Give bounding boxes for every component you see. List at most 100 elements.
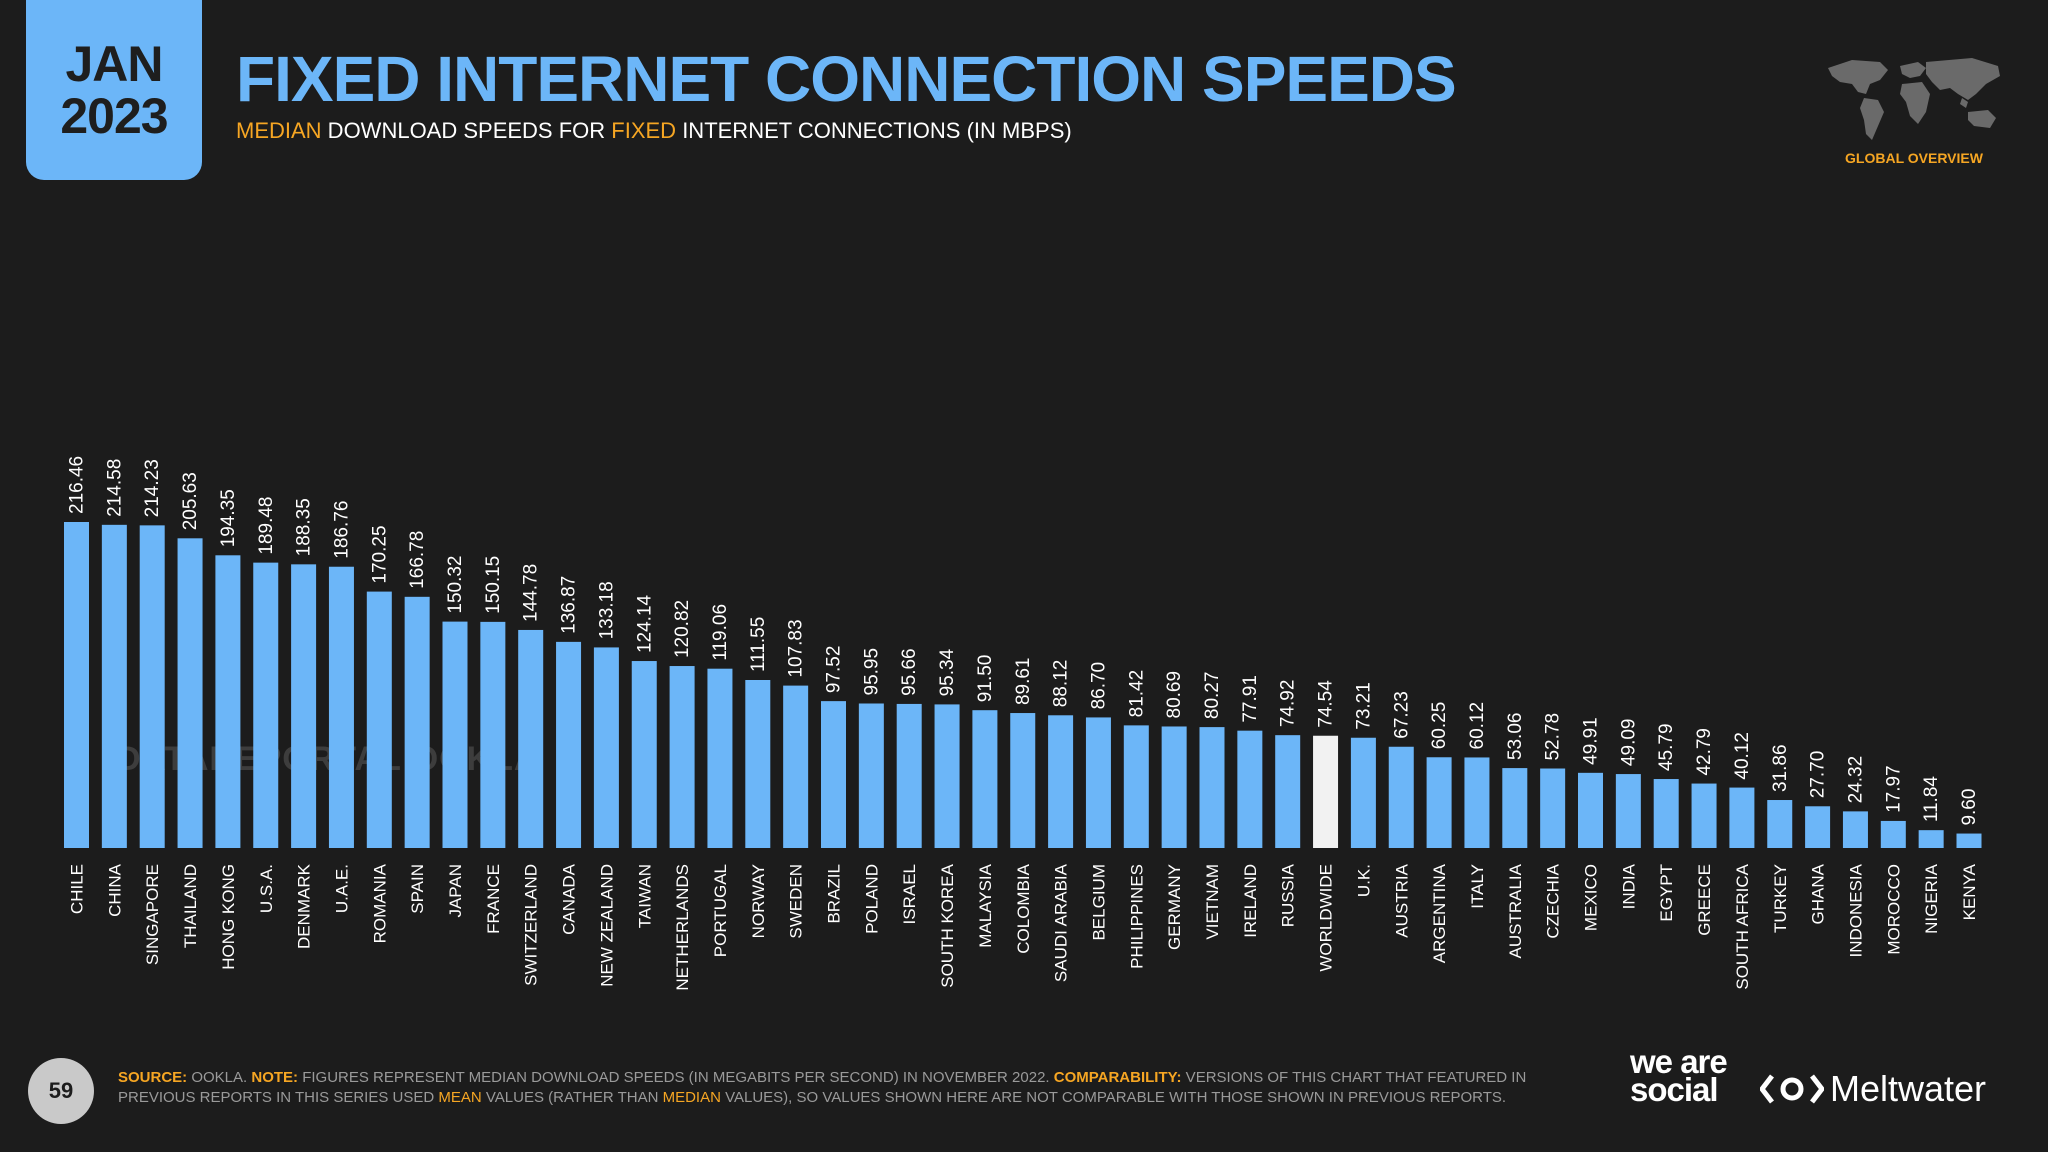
bar-indonesia <box>1842 811 1868 848</box>
bar-switzerland <box>518 629 544 848</box>
bar-chart: 216.46 CHILE 214.58 CHINA 214.23 SINGAPORE 205… <box>64 456 1982 991</box>
bar-u-k <box>1350 737 1376 848</box>
bar-singapore <box>139 525 165 848</box>
bar-czechia <box>1540 768 1566 848</box>
value-label: 95.66 <box>899 648 920 696</box>
category-label: SOUTH KOREA <box>938 863 957 987</box>
bar-netherlands <box>669 666 695 848</box>
value-label: 60.12 <box>1467 702 1488 750</box>
value-label: 214.58 <box>104 459 125 517</box>
source-text: OOKLA. <box>187 1069 252 1086</box>
bar-romania <box>366 591 392 848</box>
category-label: NORWAY <box>749 864 768 938</box>
bar-colombia <box>1010 713 1036 848</box>
category-label: MALAYSIA <box>976 863 995 947</box>
bar-vietnam <box>1199 727 1225 848</box>
category-label: NEW ZEALAND <box>597 864 616 987</box>
category-label: INDONESIA <box>1846 863 1865 957</box>
bar-thailand <box>177 538 203 848</box>
category-label: BRAZIL <box>825 864 844 924</box>
value-label: 24.32 <box>1845 756 1866 804</box>
bar-u-s-a <box>253 562 279 848</box>
category-label: RUSSIA <box>1279 863 1298 927</box>
page-title: FIXED INTERNET CONNECTION SPEEDS <box>236 43 1457 115</box>
bar-india <box>1615 774 1641 848</box>
note-key: NOTE: <box>251 1069 299 1086</box>
category-label: INDIA <box>1619 863 1638 909</box>
comparability-text-3: VALUES), SO VALUES SHOWN HERE ARE NOT CO… <box>720 1089 1507 1106</box>
category-label: BELGIUM <box>1089 864 1108 941</box>
value-label: 133.18 <box>596 581 617 639</box>
bar-saudi-arabia <box>1048 715 1074 848</box>
value-label: 120.82 <box>672 600 693 658</box>
category-label: EGYPT <box>1657 864 1676 922</box>
bar-u-a-e <box>328 566 354 848</box>
value-label: 111.55 <box>748 617 769 672</box>
value-label: 49.09 <box>1618 719 1639 767</box>
page-number: 59 <box>28 1058 94 1124</box>
category-label: GERMANY <box>1165 864 1184 950</box>
bar-greece <box>1691 783 1717 848</box>
comparability-text-1: VERSIONS OF THIS CHART THAT FEATURED IN … <box>118 1069 1527 1106</box>
value-label: 188.35 <box>294 498 315 556</box>
value-label: 136.87 <box>559 576 580 634</box>
value-label: 95.95 <box>861 648 882 696</box>
meltwater-icon <box>1760 1074 1824 1104</box>
subtitle-part-2: DOWNLOAD SPEEDS FOR <box>321 118 612 143</box>
comparability-median: MEDIAN <box>662 1089 721 1106</box>
bar-israel <box>896 703 922 848</box>
value-label: 27.70 <box>1808 751 1829 799</box>
value-label: 17.97 <box>1883 765 1904 813</box>
category-label: PORTUGAL <box>711 864 730 957</box>
value-label: 150.32 <box>445 555 466 613</box>
bar-taiwan <box>631 661 657 848</box>
bar-poland <box>858 703 884 848</box>
bar-austria <box>1388 746 1414 848</box>
bar-italy <box>1464 757 1490 848</box>
bar-belgium <box>1085 717 1111 848</box>
value-label: 9.60 <box>1959 789 1980 826</box>
bar-australia <box>1502 768 1528 848</box>
date-badge: JAN 2023 <box>26 0 202 180</box>
category-label: ARGENTINA <box>1430 863 1449 963</box>
date-year: 2023 <box>60 88 168 144</box>
bar-nigeria <box>1918 830 1944 848</box>
bar-mexico <box>1578 772 1603 848</box>
bar-canada <box>556 641 582 848</box>
category-label: NETHERLANDS <box>673 864 692 991</box>
bar-chile <box>64 522 89 848</box>
category-label: AUSTRIA <box>1392 863 1411 937</box>
value-label: 53.06 <box>1505 713 1526 761</box>
value-label: 86.70 <box>1088 662 1109 710</box>
value-label: 42.79 <box>1694 728 1715 776</box>
category-label: GHANA <box>1809 863 1828 924</box>
bar-denmark <box>291 564 317 848</box>
value-label: 186.76 <box>331 501 352 559</box>
bar-south-africa <box>1729 787 1755 848</box>
we-are-social-text: we are social <box>1630 1043 1728 1108</box>
value-label: 144.78 <box>521 564 542 622</box>
value-label: 80.69 <box>1164 671 1185 719</box>
value-label: 97.52 <box>824 646 845 694</box>
category-label: POLAND <box>862 864 881 934</box>
note-text: FIGURES REPRESENT MEDIAN DOWNLOAD SPEEDS… <box>298 1069 1054 1086</box>
category-label: SAUDI ARABIA <box>1052 863 1071 982</box>
value-label: 189.48 <box>256 497 277 555</box>
value-label: 170.25 <box>369 525 390 583</box>
category-label: CHINA <box>105 863 124 917</box>
category-label: KENYA <box>1960 863 1979 920</box>
bar-norway <box>745 679 771 848</box>
subtitle-part-fixed: FIXED <box>611 118 677 143</box>
bar-kenya <box>1956 833 1982 848</box>
bar-brazil <box>821 701 846 848</box>
bar-new-zealand <box>593 647 619 848</box>
date-month: JAN <box>65 36 163 92</box>
category-label: MOROCCO <box>1884 864 1903 955</box>
value-label: 81.42 <box>1126 670 1147 718</box>
category-label: WORLDWIDE <box>1317 864 1336 972</box>
value-label: 74.92 <box>1278 680 1299 728</box>
category-label: PHILIPPINES <box>1127 864 1146 969</box>
category-label: VIETNAM <box>1203 864 1222 940</box>
value-label: 11.84 <box>1921 776 1942 823</box>
value-label: 205.63 <box>180 472 201 530</box>
